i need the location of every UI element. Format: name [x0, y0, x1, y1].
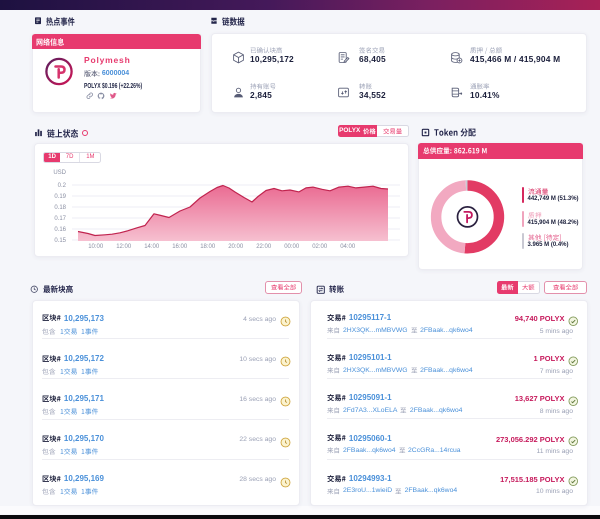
svg-text:0.2: 0.2: [58, 183, 67, 189]
svg-text:0.15: 0.15: [54, 238, 66, 244]
svg-text:20:00: 20:00: [228, 244, 244, 250]
svg-text:14:00: 14:00: [144, 244, 160, 250]
svg-text:0.16: 0.16: [54, 227, 66, 233]
svg-text:12:00: 12:00: [116, 244, 132, 250]
svg-text:10:00: 10:00: [88, 244, 104, 250]
svg-text:0.19: 0.19: [54, 194, 66, 200]
svg-text:18:00: 18:00: [200, 244, 216, 250]
svg-text:USD: USD: [53, 170, 66, 176]
svg-text:00:00: 00:00: [284, 244, 300, 250]
svg-text:22:00: 22:00: [256, 244, 272, 250]
svg-text:16:00: 16:00: [172, 244, 188, 250]
svg-text:02:00: 02:00: [312, 244, 328, 250]
svg-text:0.18: 0.18: [54, 205, 66, 211]
svg-text:04:00: 04:00: [340, 244, 356, 250]
svg-text:0.17: 0.17: [54, 216, 66, 222]
